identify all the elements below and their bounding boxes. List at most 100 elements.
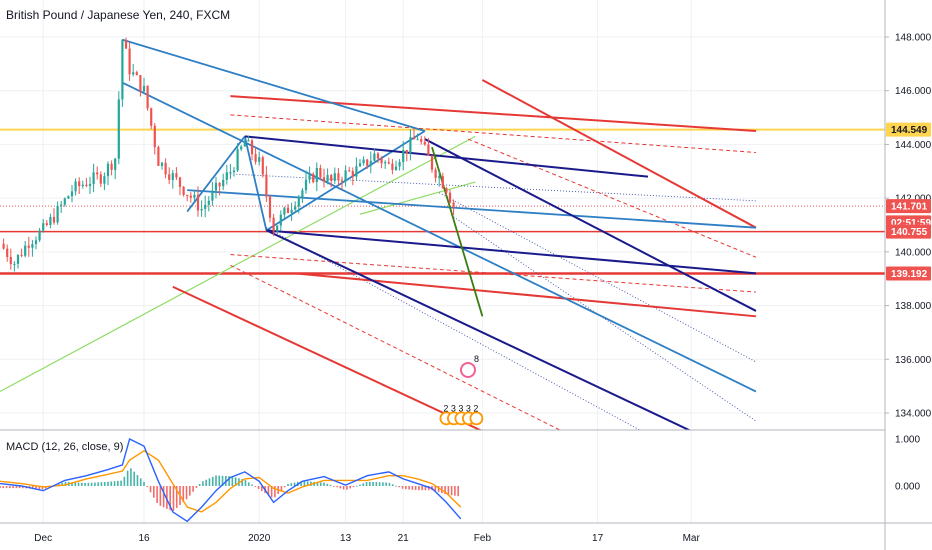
candle-body — [171, 173, 174, 180]
macd-histogram-bar — [182, 486, 185, 503]
price-tick-label: 148.000 — [895, 33, 932, 44]
candle-body — [398, 161, 401, 167]
candle-body — [294, 206, 297, 210]
macd-histogram-bar — [208, 478, 211, 486]
time-tick-label: 2020 — [248, 533, 271, 544]
macd-histogram-bar — [421, 486, 423, 491]
candle-body — [38, 230, 41, 241]
macd-histogram-bar — [316, 482, 319, 486]
candle-body — [153, 125, 156, 148]
candle-body — [99, 174, 102, 184]
candle-body — [150, 108, 153, 126]
macd-histogram-bar — [457, 486, 459, 497]
candle-body — [34, 240, 38, 245]
macd-histogram-bar — [71, 482, 73, 486]
macd-histogram-bar — [375, 482, 378, 486]
macd-histogram-bar — [195, 486, 198, 488]
candle-body — [445, 188, 448, 193]
macd-histogram-bar — [401, 486, 404, 489]
candle-body — [142, 85, 146, 92]
candle-body — [319, 167, 322, 178]
macd-histogram-bar — [97, 482, 99, 486]
candle-body — [322, 177, 326, 182]
candle-body — [340, 180, 344, 182]
macd-histogram-bar — [130, 468, 132, 486]
green-trendline — [431, 146, 484, 317]
price-tick-label: 136.000 — [895, 355, 932, 366]
macd-histogram-bar — [385, 482, 387, 486]
macd-histogram-bar — [198, 484, 201, 486]
candle-body — [160, 162, 164, 166]
time-tick-label: 17 — [592, 533, 604, 544]
candle-body — [81, 184, 84, 187]
macd-histogram-bar — [35, 486, 37, 489]
price-pane[interactable]: 82 3 3 3 2 — [0, 37, 885, 435]
macd-histogram-bar — [323, 482, 325, 486]
macd-histogram-bar — [388, 482, 391, 486]
candle-body — [308, 174, 311, 180]
macd-histogram-bar — [329, 484, 332, 486]
candle-body — [258, 157, 261, 162]
price-tick-label: 134.000 — [895, 409, 932, 420]
candle-body — [247, 140, 250, 142]
candle-body — [283, 207, 286, 215]
candle-body — [330, 175, 333, 181]
macd-histogram-bar — [41, 486, 44, 490]
candle-body — [200, 208, 203, 211]
macd-histogram-bar — [257, 486, 260, 489]
macd-histogram-bar — [12, 486, 14, 489]
macd-histogram-bar — [365, 482, 368, 486]
candle-body — [265, 174, 268, 197]
candle-body — [376, 153, 380, 159]
macd-histogram-bar — [90, 482, 93, 486]
candle-body — [31, 244, 34, 248]
price-tick-label: 142.000 — [895, 194, 932, 205]
candle-body — [193, 194, 196, 198]
candle-body — [24, 245, 27, 256]
macd-histogram-bar — [267, 486, 270, 496]
price-label: 02:51:59 — [891, 218, 931, 229]
candle-body — [67, 196, 70, 199]
candle-body — [56, 205, 59, 223]
macd-histogram-bar — [444, 486, 446, 495]
macd-histogram-bar — [231, 476, 234, 486]
macd-histogram-bar — [126, 470, 129, 486]
candle-body — [121, 40, 124, 100]
candle-body — [164, 162, 167, 175]
macd-histogram-bar — [293, 482, 296, 486]
candle-body — [420, 139, 423, 142]
candle-body — [452, 202, 455, 208]
price-label: 139.192 — [891, 269, 928, 280]
blue-trendline — [187, 189, 757, 229]
candle-body — [9, 256, 12, 265]
macd-histogram-bar — [283, 486, 286, 488]
macd-histogram-bar — [0, 486, 1, 489]
candle-body — [229, 172, 232, 174]
candle-body — [106, 163, 110, 177]
macd-histogram-bar — [300, 481, 302, 486]
candle-body — [92, 172, 95, 185]
macd-histogram-bar — [434, 486, 437, 492]
macd-histogram-bar — [339, 486, 342, 489]
candle-body — [373, 153, 376, 161]
macd-histogram-bar — [169, 486, 171, 511]
macd-histogram-bar — [427, 486, 430, 491]
macd-histogram-bar — [319, 482, 322, 486]
candle-body — [391, 163, 394, 170]
candle-body — [189, 195, 192, 198]
macd-histogram-bar — [362, 483, 365, 486]
candle-body — [70, 191, 74, 197]
event-marker-icon — [460, 362, 476, 379]
candle-body — [114, 158, 117, 170]
macd-histogram-bar — [424, 486, 427, 491]
light-green-trendline — [0, 135, 476, 393]
macd-histogram-bar — [408, 486, 410, 490]
macd-histogram-bar — [306, 481, 309, 486]
candle-body — [13, 263, 16, 265]
candle-body — [45, 223, 48, 225]
candle-body — [6, 248, 9, 257]
macd-histogram-bar — [270, 486, 273, 498]
macd-histogram-bar — [369, 481, 371, 486]
red-trendline — [481, 79, 757, 229]
